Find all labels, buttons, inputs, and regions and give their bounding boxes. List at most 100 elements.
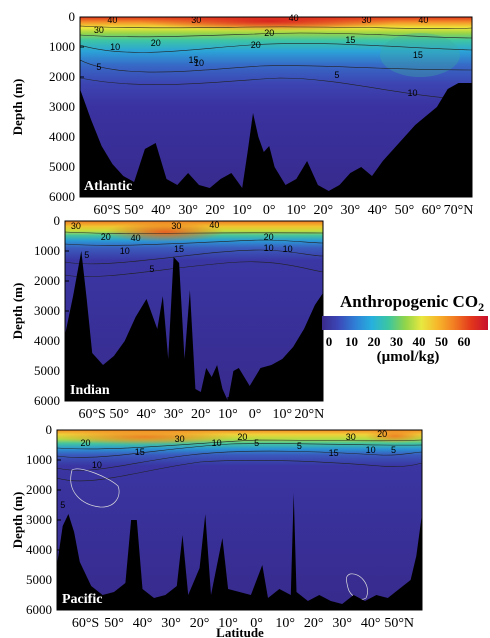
colorbar-tick-3: 30 — [390, 334, 403, 349]
indian-contour-label-5: 10 — [120, 246, 130, 256]
pacific-axis-ticks — [57, 429, 400, 611]
colorbar-tick-0: 0 — [326, 334, 333, 349]
atlantic-contour-10 — [80, 59, 472, 73]
indian-x-tick-5: 10° — [218, 407, 238, 422]
pacific-x-tick-1: 50° — [104, 616, 124, 631]
pacific-x-axis-label: Latitude — [216, 625, 264, 638]
indian-y-tick-4: 4000 — [34, 333, 60, 348]
indian-contour-label-11: 10 — [283, 244, 293, 254]
colorbar-title: Anthropogenic CO2 — [340, 292, 484, 314]
atlantic-contour-label-16: 15 — [413, 50, 423, 60]
pacific-contour-5 — [57, 460, 422, 482]
pacific-contour-label-5: 10 — [212, 438, 222, 448]
colorbar: Anthropogenic CO2 0 10 20 30 40 50 60 (µmol/kg… — [322, 292, 488, 365]
atlantic-basin-label: Atlantic — [84, 179, 132, 194]
pacific-y-tick-3: 3000 — [26, 512, 52, 527]
atlantic-y-tick-4: 4000 — [49, 129, 75, 144]
atlantic-contour-label-15: 10 — [408, 88, 418, 98]
indian-contour-label-3: 30 — [171, 221, 181, 231]
pacific-x-tick-6: 0° — [250, 616, 263, 631]
atlantic-contour-label-5: 10 — [110, 42, 120, 52]
indian-y-tick-2: 2000 — [34, 273, 60, 288]
atlantic-x-tick-9: 30° — [341, 203, 361, 218]
pacific-closed-contour-west — [70, 468, 120, 508]
indian-x-tick-8: 20°N — [295, 407, 325, 422]
atlantic-x-tick-13: 70°N — [444, 203, 474, 218]
atlantic-y-tick-3: 3000 — [49, 99, 75, 114]
indian-contour-5 — [65, 261, 323, 277]
atlantic-y-axis-label: Depth (m) — [10, 79, 25, 136]
atlantic-x-tick-5: 10° — [232, 203, 252, 218]
atlantic-x-tick-8: 20° — [314, 203, 334, 218]
atlantic-y-tick-1: 1000 — [49, 39, 75, 54]
pacific-x-tick-4: 20° — [190, 616, 210, 631]
pacific-contour-label-13: 5 — [391, 445, 396, 455]
indian-contour-label-10: 5 — [149, 264, 154, 274]
atlantic-contour-label-10: 15 — [345, 35, 355, 45]
atlantic-y-tick-6: 6000 — [49, 189, 75, 204]
colorbar-tick-1: 10 — [345, 334, 358, 349]
indian-x-tick-labels: 60°S 50° 40° 30° 20° 10° 0° 10° 20°N — [78, 407, 324, 422]
pacific-basin-label: Pacific — [62, 592, 102, 607]
pacific-x-tick-2: 40° — [133, 616, 153, 631]
atlantic-contour-label-13: 10 — [194, 58, 204, 68]
pacific-contour-label-1: 10 — [92, 460, 102, 470]
indian-contour-label-0: 30 — [71, 221, 81, 231]
indian-x-tick-4: 20° — [191, 407, 211, 422]
atlantic-x-tick-11: 50° — [395, 203, 415, 218]
atlantic-x-tick-4: 20° — [205, 203, 225, 218]
pacific-y-tick-5: 5000 — [26, 572, 52, 587]
atlantic-contour-label-12: 5 — [96, 62, 101, 72]
indian-contour-label-8: 5 — [84, 250, 89, 260]
pacific-contour-label-12: 5 — [60, 500, 65, 510]
indian-contour-label-2: 40 — [131, 233, 141, 243]
colorbar-unit: (µmol/kg) — [377, 349, 440, 365]
pacific-x-tick-10: 40° — [361, 616, 381, 631]
pacific-y-tick-4: 4000 — [26, 542, 52, 557]
atlantic-y-tick-2: 2000 — [49, 69, 75, 84]
indian-y-axis-label: Depth (m) — [10, 283, 25, 340]
pacific-y-tick-0: 0 — [46, 422, 53, 437]
indian-y-tick-6: 6000 — [34, 393, 60, 408]
atlantic-axis-ticks — [80, 16, 459, 198]
pacific-contour-label-3: 30 — [175, 434, 185, 444]
indian-y-tick-0: 0 — [54, 213, 61, 228]
atlantic-contour-label-1: 30 — [191, 15, 201, 25]
colorbar-tick-labels: 0 10 20 30 40 50 60 — [326, 334, 471, 349]
atlantic-contour-label-7: 30 — [94, 25, 104, 35]
pacific-x-tick-0: 60°S — [72, 616, 99, 631]
atlantic-y-tick-labels: 0 1000 2000 3000 4000 5000 6000 — [49, 9, 75, 204]
colorbar-tick-5: 50 — [435, 334, 448, 349]
atlantic-contour-label-6: 20 — [151, 38, 161, 48]
pacific-contour-label-11: 10 — [366, 445, 376, 455]
indian-contour-30 — [65, 231, 323, 234]
indian-contour-label-9: 10 — [264, 243, 274, 253]
atlantic-contour-label-8: 15 — [189, 55, 199, 65]
pacific-contour-label-8: 30 — [346, 432, 356, 442]
pacific-y-tick-2: 2000 — [26, 482, 52, 497]
pacific-y-tick-6: 6000 — [26, 602, 52, 617]
pacific-x-tick-labels: 60°S 50° 40° 30° 20° 10° 0° 10° 20° 30° 40° 50°N — [72, 616, 414, 631]
indian-seafloor — [65, 251, 323, 401]
atlantic-y-tick-5: 5000 — [49, 159, 75, 174]
pacific-x-tick-7: 10° — [275, 616, 295, 631]
pacific-x-tick-3: 30° — [161, 616, 181, 631]
colorbar-tick-2: 20 — [368, 334, 381, 349]
indian-basin-label: Indian — [70, 383, 110, 398]
pacific-x-tick-5: 10° — [218, 616, 238, 631]
indian-x-tick-7: 10° — [272, 407, 292, 422]
atlantic-y-tick-0: 0 — [69, 9, 76, 24]
atlantic-x-tick-12: 60° — [422, 203, 442, 218]
pacific-contour-label-10: 20 — [377, 429, 387, 439]
pacific-x-tick-8: 20° — [304, 616, 324, 631]
indian-contour-10 — [65, 249, 323, 265]
atlantic-contour-30 — [80, 25, 472, 29]
pacific-contour-label-2: 15 — [135, 447, 145, 457]
atlantic-north-ventilation — [380, 33, 460, 77]
